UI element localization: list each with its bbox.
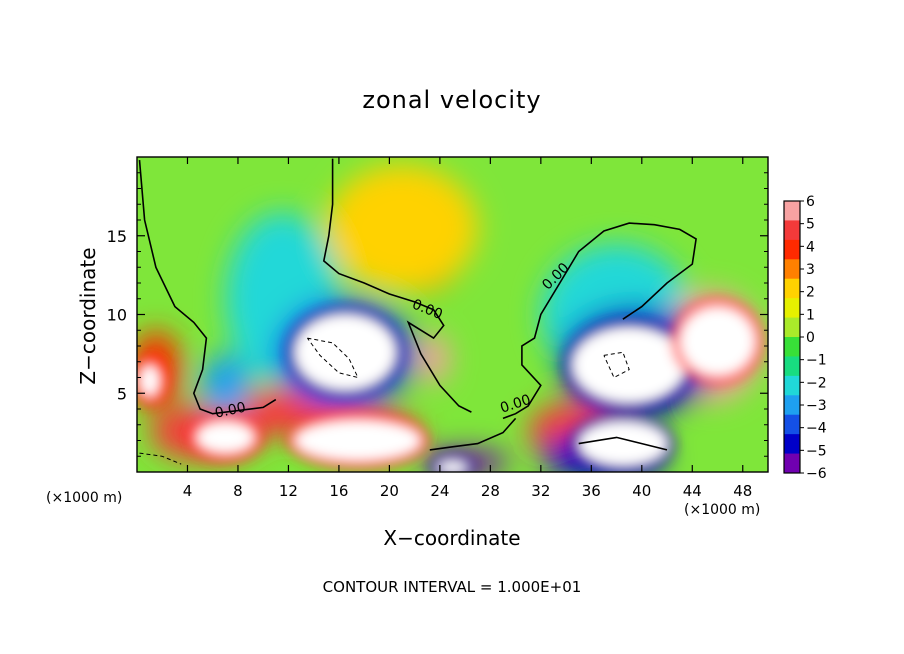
colorbar-swatch-1 [784,220,800,241]
negative-contour-1 [603,351,630,379]
x-tick-label-2: 12 [279,482,298,500]
saturated-region-0 [294,314,396,391]
zero-contour-label-0: 0.00 [213,400,247,422]
x-tick-label-10: 44 [683,482,702,500]
colorbar-tick-label-9: −3 [806,398,827,414]
saturated-region-6 [578,421,668,466]
negative-contour-2 [139,452,182,465]
colorbar-swatch-12 [784,434,800,455]
field-feature-1 [326,164,478,291]
x-tick-label-5: 24 [430,482,449,500]
saturated-region-4 [294,420,421,461]
contour-lines [138,158,697,465]
zero-contour-3 [429,417,517,451]
saturated-regions [137,298,764,472]
colorbar-swatch-13 [784,453,800,474]
y-tick-label-1: 10 [107,306,127,325]
x-tick-label-1: 8 [233,482,243,500]
zero-contour-4 [578,436,668,451]
zero-contour-2 [502,222,697,420]
saturated-region-1 [572,327,686,403]
saturated-region-2 [679,306,756,376]
colorbar-tick-label-8: −2 [806,375,827,391]
x-tick-label-7: 32 [531,482,550,500]
contour-interval-note: CONTOUR INTERVAL = 1.000E+01 [322,578,582,596]
colorbar-tick-label-3: 3 [806,262,815,278]
y-tick-label-2: 15 [107,227,127,246]
zero-contour-0 [138,160,277,415]
colorbar-swatch-7 [784,337,800,357]
saturated-region-5 [196,421,255,454]
x-axis-label: X−coordinate [383,526,521,550]
colorbar-tick-label-10: −4 [806,421,827,437]
x-scale-note: (×1000 m) [46,490,123,506]
x-tick-label-3: 16 [329,482,348,500]
colorbar-tick-label-4: 2 [806,285,815,301]
field-feature-17 [200,353,251,417]
colorbar-swatch-11 [784,414,800,435]
y-axis-label: Z−coordinate [76,247,100,385]
colorbar-swatch-8 [784,356,800,377]
negative-contour-0 [306,337,359,379]
field-feature-6 [418,333,449,384]
saturated-region-3 [139,364,160,397]
zero-contour-1 [322,158,472,413]
x-scale-note-right: (×1000 m) [684,502,761,518]
colorbar-tick-label-7: −1 [806,353,827,369]
saturated-region-7 [437,460,468,472]
y-axis-ticks: 5 10 15 [107,172,768,457]
x-tick-label-11: 48 [733,482,752,500]
colorbar-swatch-3 [784,259,800,280]
colorbar: 6 5 4 3 2 1 0 −1 −2 −3 −4 −5 −6 [783,194,827,482]
colorbar-tick-label-5: 1 [806,307,815,323]
colorbar-tick-label-11: −5 [806,443,827,459]
x-axis-ticks: 4 8 12 16 20 24 28 32 36 40 44 48 [183,157,752,500]
colorbar-swatch-0 [784,201,800,221]
colorbar-swatch-4 [784,278,800,299]
colorbar-tick-label-0: 6 [806,194,815,210]
plot-area [137,157,768,472]
colorbar-swatch-5 [784,298,800,319]
chart-title: zonal velocity [362,86,542,114]
x-tick-label-6: 28 [481,482,500,500]
x-tick-label-8: 36 [582,482,601,500]
x-tick-label-9: 40 [632,482,651,500]
colorbar-swatch-6 [784,317,800,338]
y-tick-label-0: 5 [117,384,127,403]
colorbar-swatch-9 [784,375,800,396]
x-tick-label-4: 20 [380,482,399,500]
colorbar-swatch-10 [784,395,800,416]
x-tick-label-0: 4 [183,482,193,500]
colorbar-tick-label-12: −6 [806,466,827,482]
colorbar-tick-label-2: 4 [806,239,815,255]
colorbar-swatch-2 [784,239,800,260]
colorbar-tick-label-1: 5 [806,217,815,233]
colorbar-tick-label-6: 0 [806,330,815,346]
